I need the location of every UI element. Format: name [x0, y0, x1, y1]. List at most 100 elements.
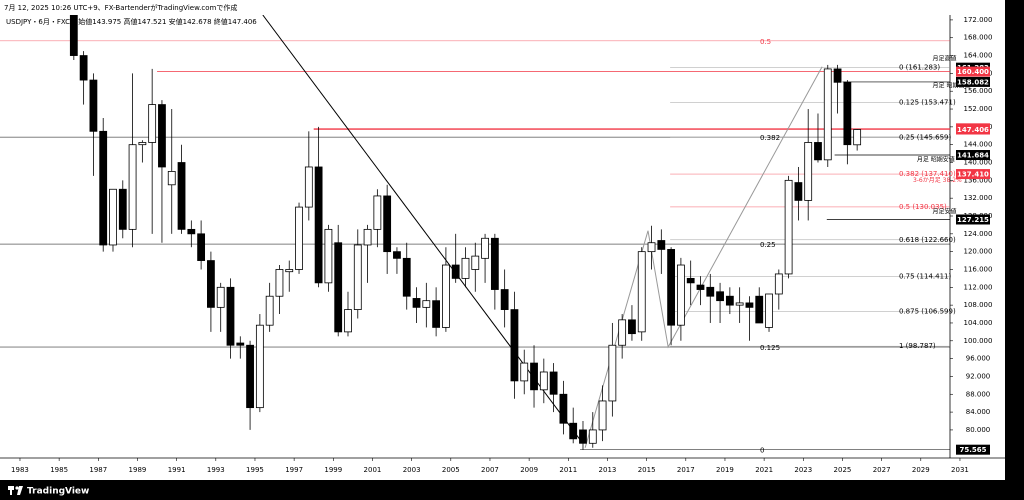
candle-body — [412, 298, 421, 308]
candle-body — [138, 142, 147, 146]
candle-body — [598, 400, 607, 431]
candle-body — [677, 264, 685, 326]
candle-body — [549, 371, 558, 395]
plot-area — [0, 15, 950, 450]
candle-body — [706, 286, 715, 297]
candle-body — [236, 342, 245, 346]
candle-body — [510, 309, 519, 382]
candle-body — [353, 244, 362, 310]
candle-body — [432, 300, 441, 328]
candle-body — [187, 228, 196, 235]
fib-label: 0.5 — [760, 38, 771, 46]
annotation: 月足 昭期安値 — [917, 155, 955, 163]
price-badge — [956, 124, 990, 135]
x-tick-label: 1989 — [129, 466, 147, 474]
y-tick-label: 80.000 — [966, 426, 991, 434]
y-tick-label: 92.000 — [966, 372, 991, 380]
y-tick-label: 168.000 — [964, 34, 993, 42]
candle-body — [275, 269, 284, 297]
y-tick-label: 108.000 — [964, 301, 993, 309]
candle-body — [246, 344, 254, 409]
candle-body — [853, 129, 862, 146]
y-tick-label: 132.000 — [964, 194, 993, 202]
candle-body — [344, 309, 352, 333]
y-tick-label: 88.000 — [966, 390, 991, 398]
x-tick-label: 2005 — [442, 466, 460, 474]
candle-body — [520, 362, 529, 382]
candle-body — [735, 302, 744, 306]
candle-body — [304, 166, 313, 208]
candle-body — [804, 142, 813, 201]
price-badge — [956, 150, 990, 161]
x-tick-label: 1985 — [50, 466, 68, 474]
x-tick-label: 1997 — [285, 466, 303, 474]
candle-body — [686, 277, 695, 284]
annotation: 月足高値 — [933, 55, 957, 63]
y-tick-label: 96.000 — [966, 355, 991, 363]
x-tick-label: 2015 — [638, 466, 656, 474]
price-badge — [956, 76, 990, 87]
candle-body — [725, 295, 734, 306]
candle-body — [569, 422, 578, 440]
annotation: 3-6か月足 38.2% — [913, 177, 962, 184]
candle-body — [334, 242, 343, 333]
x-tick-label: 2017 — [677, 466, 695, 474]
candle-body — [481, 237, 489, 259]
candle-body — [539, 371, 548, 391]
candle-body — [628, 319, 636, 335]
fib-label: 0.75 (114.411) — [899, 273, 951, 281]
price-badge-label: 160.400 — [957, 68, 989, 76]
x-tick-label: 1991 — [168, 466, 186, 474]
chart-background — [0, 0, 1005, 480]
x-tick-label: 2023 — [794, 466, 812, 474]
y-tick-label: 156.000 — [964, 87, 993, 95]
x-tick-label: 1999 — [324, 466, 342, 474]
candle-body — [118, 188, 127, 230]
candle-body — [814, 142, 822, 161]
y-tick-label: 140.000 — [964, 159, 993, 167]
x-tick-label: 1995 — [246, 466, 264, 474]
candle-body — [255, 324, 264, 409]
trend-line — [584, 66, 823, 448]
candle-body — [383, 195, 392, 253]
candle-body — [295, 206, 303, 270]
fib-label: 0.382 — [760, 134, 780, 142]
candle-body — [402, 257, 411, 297]
y-tick-label: 172.000 — [964, 16, 993, 24]
fib-label: 0.125 — [760, 344, 780, 352]
candle-body — [89, 79, 98, 132]
x-tick-label: 1987 — [89, 466, 107, 474]
candle-body — [177, 162, 186, 230]
x-tick-label: 2025 — [834, 466, 852, 474]
fib-label: 1 (98.787) — [899, 342, 936, 350]
y-tick-label: 116.000 — [964, 265, 993, 273]
x-tick-label: 2003 — [403, 466, 421, 474]
x-tick-label: 1983 — [11, 466, 29, 474]
candle-body — [393, 251, 401, 259]
candle-body — [716, 291, 724, 302]
y-tick-label: 104.000 — [964, 319, 993, 327]
y-tick-label: 164.000 — [964, 52, 993, 60]
price-badge — [956, 444, 990, 455]
candle-body — [637, 251, 646, 333]
annotation: 月足 昭期高値 — [933, 81, 971, 89]
candle-body — [226, 286, 235, 346]
candle-body — [647, 242, 656, 253]
candle-body — [79, 55, 88, 81]
price-badge-label: 137.410 — [957, 171, 989, 179]
candle-body — [823, 68, 832, 161]
chart-title: 7月 12, 2025 10:26 UTC+9、FX-BartenderがTra… — [4, 3, 237, 12]
candle-body — [696, 284, 705, 290]
x-tick-label: 2013 — [599, 466, 617, 474]
candle-body — [559, 393, 568, 424]
annotation: 月足安値 — [933, 207, 957, 215]
candle-body — [265, 295, 274, 326]
x-tick-label: 1993 — [207, 466, 225, 474]
candle-body — [657, 240, 666, 250]
x-tick-label: 2019 — [716, 466, 734, 474]
y-tick-label: 112.000 — [964, 283, 993, 291]
candle-body — [833, 68, 842, 83]
y-tick-label: 84.000 — [966, 408, 991, 416]
candle-body — [588, 429, 597, 444]
candle-body — [774, 273, 783, 295]
